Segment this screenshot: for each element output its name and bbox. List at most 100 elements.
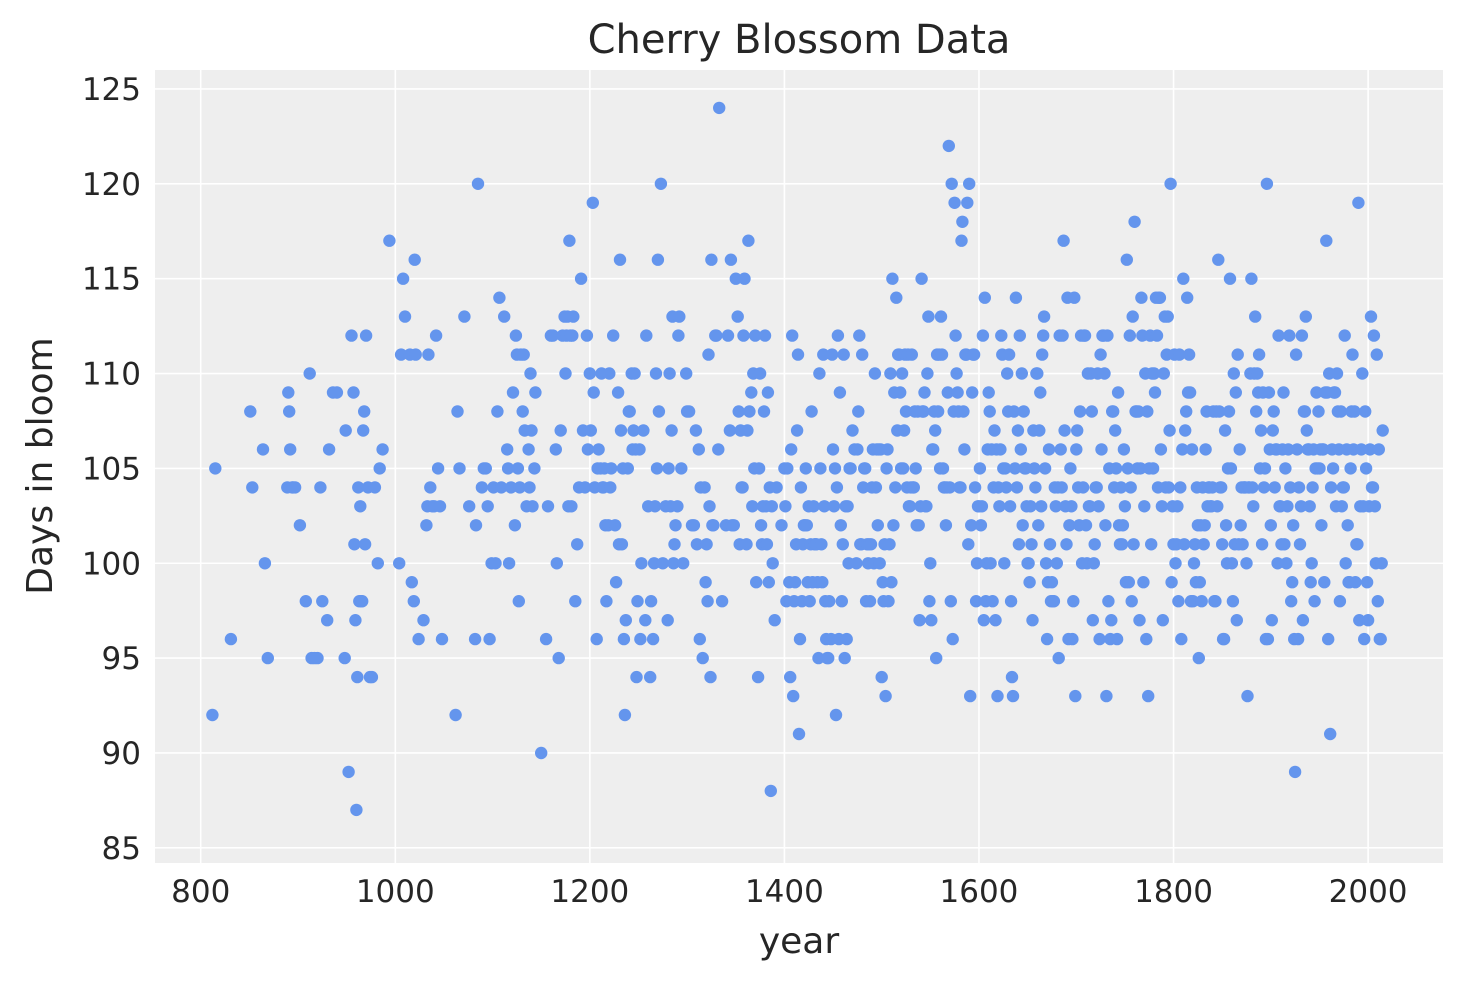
data-point bbox=[1037, 310, 1051, 323]
data-point bbox=[868, 367, 882, 380]
data-point bbox=[1123, 329, 1137, 342]
data-point bbox=[351, 670, 364, 684]
data-point bbox=[813, 367, 826, 380]
data-point bbox=[1328, 386, 1342, 399]
data-point bbox=[1272, 329, 1285, 342]
data-point bbox=[1344, 462, 1357, 475]
y-tick-label: 90 bbox=[102, 736, 141, 772]
data-point bbox=[1199, 443, 1212, 456]
data-point bbox=[1197, 538, 1210, 551]
data-point bbox=[838, 651, 851, 665]
data-point bbox=[1278, 538, 1291, 551]
data-point bbox=[784, 670, 797, 684]
data-point bbox=[282, 386, 295, 399]
data-point bbox=[1360, 576, 1374, 589]
data-point bbox=[1105, 614, 1118, 627]
data-point bbox=[652, 405, 666, 418]
data-point bbox=[493, 291, 506, 304]
data-point bbox=[1073, 405, 1087, 418]
data-point bbox=[732, 405, 745, 418]
data-point bbox=[1057, 234, 1070, 247]
data-point bbox=[1254, 424, 1268, 437]
data-point bbox=[968, 481, 982, 494]
data-point bbox=[692, 443, 705, 456]
data-point bbox=[680, 367, 693, 380]
data-point bbox=[1286, 576, 1299, 589]
data-point bbox=[1065, 500, 1078, 513]
data-point bbox=[1326, 462, 1340, 475]
data-point bbox=[667, 557, 680, 570]
data-point bbox=[1169, 557, 1182, 570]
data-point bbox=[788, 576, 802, 589]
data-point bbox=[1118, 500, 1132, 513]
data-point bbox=[396, 272, 410, 285]
data-point bbox=[584, 424, 597, 437]
data-point bbox=[1115, 538, 1129, 551]
data-point bbox=[812, 651, 825, 665]
data-point bbox=[481, 500, 494, 513]
data-point bbox=[1090, 481, 1103, 494]
data-point bbox=[1226, 595, 1240, 608]
data-point bbox=[1120, 253, 1134, 266]
data-point bbox=[1114, 481, 1128, 494]
data-point bbox=[358, 405, 371, 418]
data-point bbox=[1330, 367, 1344, 380]
data-point bbox=[1255, 538, 1269, 551]
data-point bbox=[890, 291, 903, 304]
data-point bbox=[787, 689, 800, 703]
data-point bbox=[1085, 405, 1099, 418]
data-point bbox=[710, 329, 723, 342]
data-point bbox=[600, 595, 613, 608]
data-point bbox=[422, 348, 435, 361]
data-point bbox=[1265, 614, 1279, 627]
data-point bbox=[246, 481, 259, 494]
data-point bbox=[1195, 595, 1208, 608]
data-point bbox=[563, 234, 576, 247]
data-point bbox=[628, 367, 641, 380]
data-point bbox=[1099, 519, 1112, 532]
data-point bbox=[1240, 557, 1253, 570]
data-point bbox=[704, 670, 717, 684]
data-point bbox=[930, 651, 943, 665]
data-point bbox=[835, 595, 848, 608]
data-point bbox=[1260, 177, 1274, 190]
data-point bbox=[790, 424, 804, 437]
data-point bbox=[1012, 538, 1026, 551]
data-point bbox=[672, 329, 685, 342]
data-point bbox=[844, 462, 857, 475]
data-point bbox=[338, 651, 351, 665]
data-point bbox=[1356, 367, 1369, 380]
data-point bbox=[1101, 329, 1114, 342]
data-point bbox=[724, 253, 738, 266]
data-point bbox=[1179, 424, 1192, 437]
data-point bbox=[1310, 386, 1323, 399]
data-point bbox=[740, 538, 753, 551]
data-point bbox=[884, 367, 897, 380]
data-point bbox=[668, 538, 681, 551]
data-point bbox=[1363, 443, 1377, 456]
data-point bbox=[1040, 632, 1054, 646]
data-point bbox=[516, 405, 529, 418]
data-point bbox=[999, 462, 1012, 475]
data-point bbox=[1015, 367, 1028, 380]
data-point bbox=[1192, 651, 1206, 665]
data-point bbox=[986, 595, 999, 608]
data-point bbox=[1153, 291, 1167, 304]
data-point bbox=[566, 329, 579, 342]
data-point bbox=[696, 651, 709, 665]
data-point bbox=[1102, 595, 1115, 608]
data-point bbox=[946, 632, 959, 646]
data-point bbox=[729, 272, 742, 285]
data-point bbox=[749, 329, 762, 342]
data-point bbox=[1100, 689, 1113, 703]
data-point bbox=[631, 595, 644, 608]
data-point bbox=[1355, 443, 1368, 456]
data-point bbox=[1176, 443, 1189, 456]
data-point bbox=[1163, 424, 1176, 437]
data-point bbox=[1033, 424, 1046, 437]
data-point bbox=[1341, 519, 1354, 532]
data-point bbox=[1229, 386, 1243, 399]
data-point bbox=[1029, 481, 1042, 494]
data-point bbox=[1180, 405, 1193, 418]
data-point bbox=[1283, 329, 1296, 342]
